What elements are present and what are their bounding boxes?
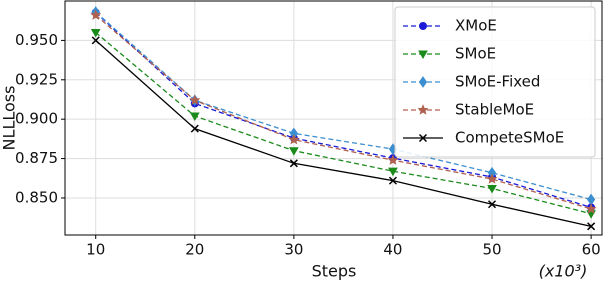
marker [419, 22, 427, 30]
marker-shape [585, 203, 597, 214]
marker [587, 193, 596, 206]
y-tick-label: 0.850 [15, 188, 58, 206]
series-line [95, 12, 592, 209]
plot-frame [64, 0, 603, 236]
legend-label: StableMoE [455, 101, 534, 119]
marker-shape [189, 94, 201, 105]
series-line [95, 39, 592, 227]
y-tick-label: 0.925 [15, 70, 58, 88]
marker-shape [90, 9, 102, 20]
x-tick-label: 40 [383, 241, 402, 259]
x-tick-label: 20 [185, 241, 204, 259]
marker-shape [387, 154, 399, 165]
marker [418, 76, 428, 88]
marker [190, 124, 199, 133]
marker [585, 203, 597, 214]
marker-shape [388, 176, 397, 185]
x-unit-note: (x10³) [539, 262, 588, 281]
legend-label: SMoE-Fixed [455, 73, 540, 91]
marker-shape [90, 29, 101, 38]
marker [388, 176, 397, 185]
marker [189, 112, 200, 122]
legend: XMoE SMoE SMoE-Fixed StableMoE CompeteSMoE [394, 6, 596, 158]
marker [488, 200, 497, 209]
marker [288, 133, 300, 145]
marker-shape [388, 167, 398, 177]
marker-shape [487, 185, 497, 194]
marker-shape [486, 173, 498, 184]
marker-shape [288, 133, 300, 145]
y-tick-label: 0.900 [15, 110, 58, 128]
series-line [95, 11, 592, 201]
legend-label: SMoE [455, 45, 496, 63]
series-line [95, 32, 592, 215]
legend-label: XMoE [455, 17, 497, 35]
marker-shape [91, 36, 100, 45]
marker [418, 50, 428, 60]
marker-shape [587, 193, 596, 206]
x-axis-label: Steps [312, 262, 357, 281]
marker [486, 173, 498, 184]
marker-shape [418, 50, 428, 60]
marker [417, 104, 429, 115]
series-line [95, 14, 592, 210]
marker [388, 167, 398, 177]
marker [91, 36, 100, 45]
marker-shape [587, 222, 596, 231]
marker-shape [189, 112, 200, 122]
marker [418, 133, 428, 143]
x-tick-label: 60 [582, 241, 601, 259]
marker [387, 154, 399, 165]
x-tick-label: 30 [284, 241, 303, 259]
x-tick-label: 50 [482, 241, 501, 259]
marker-shape [418, 133, 428, 143]
marker-shape [419, 22, 427, 30]
y-tick-label: 0.950 [15, 31, 58, 49]
marker [90, 29, 101, 38]
y-axis-label: NLLLoss [0, 86, 19, 151]
marker-shape [418, 76, 428, 88]
marker [189, 94, 201, 105]
marker-shape [190, 124, 199, 133]
marker [289, 147, 299, 156]
marker-shape [289, 159, 298, 168]
marker [289, 159, 298, 168]
x-tick-label: 10 [86, 241, 105, 259]
y-tick-label: 0.875 [15, 149, 58, 167]
legend-box [394, 6, 596, 158]
marker [90, 9, 102, 20]
marker-shape [289, 147, 299, 156]
marker-shape [417, 104, 429, 115]
marker [587, 222, 596, 231]
legend-label: CompeteSMoE [455, 129, 564, 147]
marker-shape [488, 200, 497, 209]
marker [487, 185, 497, 194]
